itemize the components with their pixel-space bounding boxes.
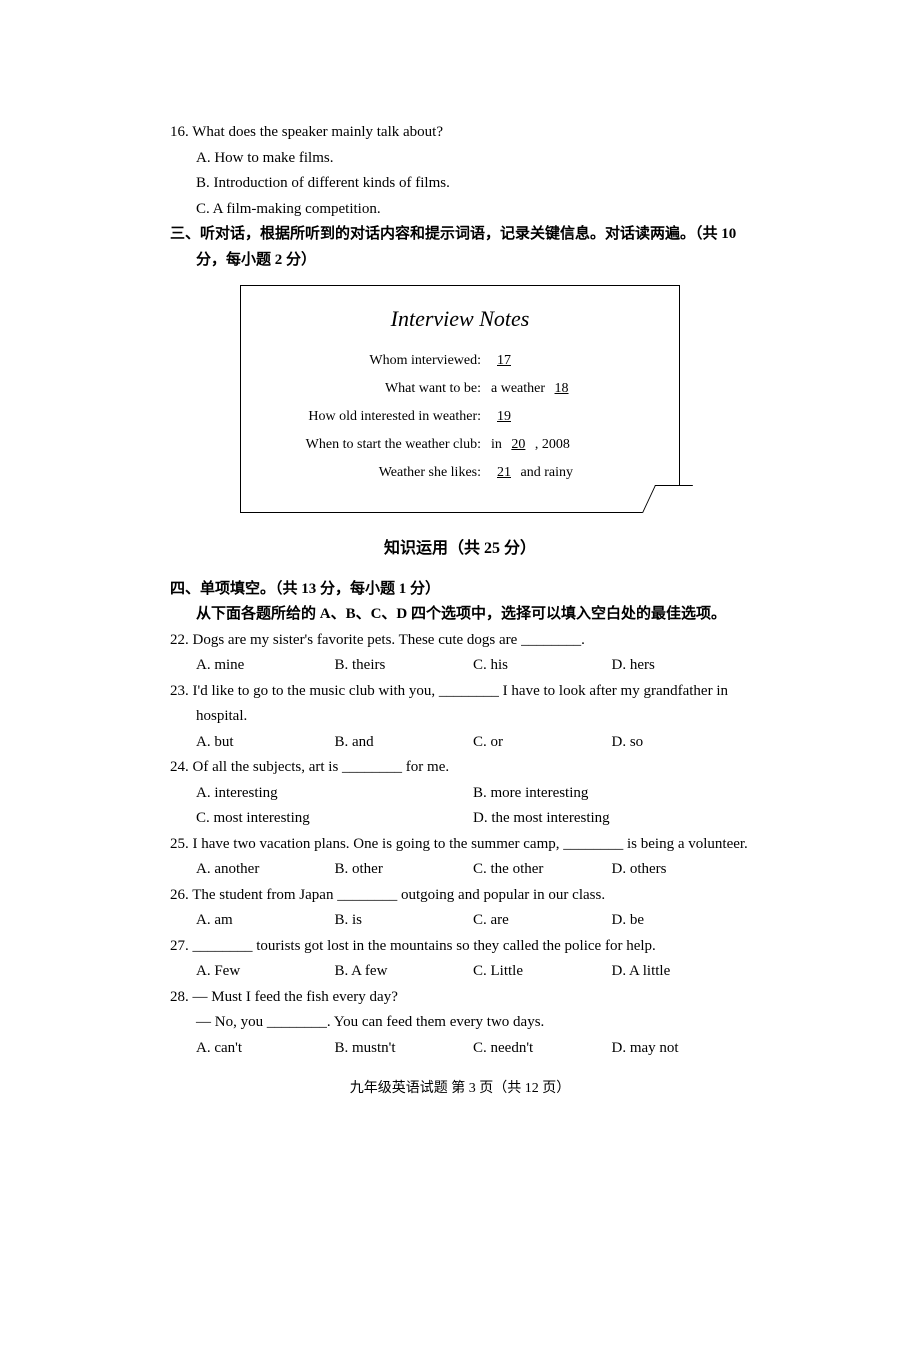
q22-c: C. his [473,653,612,679]
notes-blank-17: 17 [491,353,517,368]
q27-c: C. Little [473,959,612,985]
section3-heading: 三、听对话，根据所听到的对话内容和提示词语，记录关键信息。对话读两遍。（共 10… [170,222,750,273]
q25-a: A. another [196,857,335,883]
q28-a: A. can't [196,1036,335,1062]
notes-r4-suffix: , 2008 [535,437,570,452]
q22-num: 22. [170,632,189,648]
q22-stem: 22. Dogs are my sister's favorite pets. … [170,628,750,654]
section4-instructions: 从下面各题所给的 A、B、C、D 四个选项中，选择可以填入空白处的最佳选项。 [170,602,750,628]
notes-blank-21: 21 [491,465,517,480]
notes-row-3: How old interested in weather: 19 [261,405,659,429]
q24-b: B. more interesting [473,781,750,807]
q26-options: A. am B. is C. are D. be [170,908,750,934]
notes-r4-label: When to start the weather club: [261,433,491,457]
q23-d: D. so [612,730,751,756]
q23-options: A. but B. and C. or D. so [170,730,750,756]
q25-c: C. the other [473,857,612,883]
q28-b: B. mustn't [335,1036,474,1062]
q25-b: B. other [335,857,474,883]
q25-text: I have two vacation plans. One is going … [193,836,748,852]
q16-option-a: A. How to make films. [170,146,750,172]
notes-r2-prefix: a weather [491,381,545,396]
q28-c: C. needn't [473,1036,612,1062]
notes-r5-value: 21 and rainy [491,461,659,485]
interview-notes-box: Interview Notes Whom interviewed: 17 Wha… [240,285,680,513]
q16-num: 16. [170,124,189,140]
q23-c: C. or [473,730,612,756]
q24-a: A. interesting [196,781,473,807]
q22-a: A. mine [196,653,335,679]
notes-row-5: Weather she likes: 21 and rainy [261,461,659,485]
notes-r5-label: Weather she likes: [261,461,491,485]
q26-num: 26. [170,887,189,903]
q24-options-cd: C. most interesting D. the most interest… [170,806,750,832]
q16-text: What does the speaker mainly talk about? [192,124,443,140]
q16-option-c: C. A film-making competition. [170,197,750,223]
notes-r2-value: a weather 18 [491,377,659,401]
q26-c: C. are [473,908,612,934]
q28-line1: 28. — Must I feed the fish every day? [170,985,750,1011]
page-footer: 九年级英语试题 第 3 页（共 12 页） [170,1077,750,1101]
q24-options-ab: A. interesting B. more interesting [170,781,750,807]
q24-num: 24. [170,759,189,775]
notes-r5-suffix: and rainy [521,465,573,480]
q23-stem: 23. I'd like to go to the music club wit… [170,679,750,730]
q25-options: A. another B. other C. the other D. othe… [170,857,750,883]
q22-b: B. theirs [335,653,474,679]
q23-text: I'd like to go to the music club with yo… [193,683,729,725]
q24-stem: 24. Of all the subjects, art is ________… [170,755,750,781]
q24-c: C. most interesting [196,806,473,832]
q25-stem: 25. I have two vacation plans. One is go… [170,832,750,858]
notes-title: Interview Notes [261,300,659,337]
q27-text: ________ tourists got lost in the mounta… [193,938,656,954]
notes-r3-value: 19 [491,405,659,429]
q27-d: D. A little [612,959,751,985]
q26-b: B. is [335,908,474,934]
notes-r1-label: Whom interviewed: [261,349,491,373]
q26-stem: 26. The student from Japan ________ outg… [170,883,750,909]
q22-options: A. mine B. theirs C. his D. hers [170,653,750,679]
q27-num: 27. [170,938,189,954]
notes-r1-value: 17 [491,349,659,373]
q23-b: B. and [335,730,474,756]
q24-d: D. the most interesting [473,806,750,832]
q28-num: 28. [170,989,189,1005]
q27-b: B. A few [335,959,474,985]
q26-a: A. am [196,908,335,934]
q23-num: 23. [170,683,189,699]
q16-option-b: B. Introduction of different kinds of fi… [170,171,750,197]
q28-l1: — Must I feed the fish every day? [193,989,398,1005]
q28-options: A. can't B. mustn't C. needn't D. may no… [170,1036,750,1062]
q28-d: D. may not [612,1036,751,1062]
notes-r4-prefix: in [491,437,502,452]
q22-text: Dogs are my sister's favorite pets. Thes… [193,632,585,648]
notes-blank-20: 20 [505,437,531,452]
q16-stem: 16. What does the speaker mainly talk ab… [170,120,750,146]
notes-row-2: What want to be: a weather 18 [261,377,659,401]
notes-blank-18: 18 [549,381,575,396]
notes-r3-label: How old interested in weather: [261,405,491,429]
q23-a: A. but [196,730,335,756]
q27-stem: 27. ________ tourists got lost in the mo… [170,934,750,960]
center-title: 知识运用（共 25 分） [170,535,750,562]
q25-d: D. others [612,857,751,883]
page-curl-icon [642,485,693,513]
q27-a: A. Few [196,959,335,985]
q26-d: D. be [612,908,751,934]
q26-text: The student from Japan ________ outgoing… [192,887,605,903]
notes-r4-value: in 20 , 2008 [491,433,659,457]
q27-options: A. Few B. A few C. Little D. A little [170,959,750,985]
notes-row-4: When to start the weather club: in 20 , … [261,433,659,457]
q24-text: Of all the subjects, art is ________ for… [193,759,450,775]
q22-d: D. hers [612,653,751,679]
section4-heading: 四、单项填空。（共 13 分，每小题 1 分） [170,577,750,603]
notes-r2-label: What want to be: [261,377,491,401]
q28-line2: — No, you ________. You can feed them ev… [170,1010,750,1036]
notes-blank-19: 19 [491,409,517,424]
notes-row-1: Whom interviewed: 17 [261,349,659,373]
q25-num: 25. [170,836,189,852]
